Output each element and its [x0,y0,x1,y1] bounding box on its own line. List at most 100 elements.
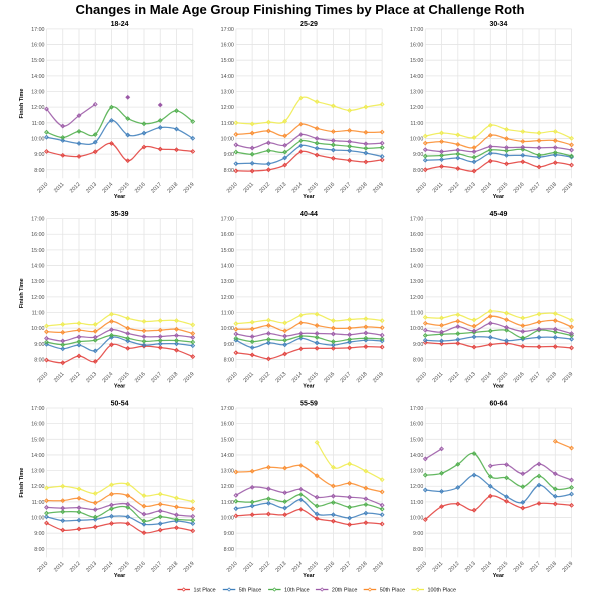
svg-text:15:00: 15:00 [221,248,234,254]
svg-text:17:00: 17:00 [221,217,234,223]
svg-text:13:00: 13:00 [410,469,423,475]
svg-text:9:00: 9:00 [224,342,234,348]
svg-text:18-24: 18-24 [111,21,129,28]
svg-text:11:00: 11:00 [410,311,423,317]
svg-text:30-34: 30-34 [489,21,507,28]
svg-text:Changes in Male Age Group Fini: Changes in Male Age Group Finishing Time… [76,2,525,17]
svg-text:9:00: 9:00 [34,342,44,348]
svg-text:11:00: 11:00 [221,121,234,127]
svg-text:8:00: 8:00 [34,547,44,553]
svg-text:15:00: 15:00 [31,437,44,443]
svg-text:9:00: 9:00 [224,152,234,158]
svg-text:13:00: 13:00 [221,469,234,475]
svg-text:16:00: 16:00 [410,422,423,428]
svg-text:17:00: 17:00 [31,217,44,223]
svg-text:11:00: 11:00 [32,121,45,127]
svg-text:9:00: 9:00 [34,531,44,537]
svg-text:8:00: 8:00 [224,357,234,363]
svg-text:Finish Time: Finish Time [19,278,25,308]
svg-text:10th Place: 10th Place [284,588,309,594]
svg-text:12:00: 12:00 [410,484,423,490]
svg-text:8:00: 8:00 [413,168,423,174]
svg-text:15:00: 15:00 [410,437,423,443]
svg-text:10:00: 10:00 [31,136,44,142]
svg-text:Year: Year [114,573,126,579]
svg-text:16:00: 16:00 [31,232,44,238]
svg-text:17:00: 17:00 [31,27,44,33]
svg-text:15:00: 15:00 [410,248,423,254]
svg-text:14:00: 14:00 [221,74,234,80]
svg-text:8:00: 8:00 [413,547,423,553]
svg-text:12:00: 12:00 [221,295,234,301]
svg-text:Year: Year [493,384,505,390]
svg-text:11:00: 11:00 [32,500,45,506]
svg-text:13:00: 13:00 [410,279,423,285]
svg-text:100th Place: 100th Place [428,588,456,594]
svg-text:14:00: 14:00 [31,453,44,459]
svg-text:8:00: 8:00 [413,357,423,363]
svg-text:16:00: 16:00 [31,422,44,428]
svg-text:Year: Year [303,384,315,390]
svg-text:Year: Year [303,573,315,579]
svg-text:16:00: 16:00 [410,232,423,238]
svg-text:9:00: 9:00 [413,531,423,537]
svg-text:17:00: 17:00 [410,217,423,223]
svg-text:17:00: 17:00 [221,27,234,33]
svg-text:9:00: 9:00 [224,531,234,537]
svg-text:11:00: 11:00 [32,311,45,317]
svg-text:14:00: 14:00 [410,74,423,80]
svg-text:12:00: 12:00 [31,105,44,111]
svg-text:Year: Year [114,384,126,390]
svg-text:13:00: 13:00 [410,90,423,96]
svg-text:55-59: 55-59 [300,400,318,407]
svg-text:13:00: 13:00 [31,469,44,475]
svg-text:8:00: 8:00 [34,357,44,363]
svg-text:13:00: 13:00 [31,90,44,96]
svg-text:16:00: 16:00 [410,43,423,49]
svg-text:14:00: 14:00 [221,264,234,270]
svg-text:Year: Year [493,573,505,579]
svg-text:10:00: 10:00 [31,326,44,332]
svg-text:11:00: 11:00 [410,500,423,506]
svg-text:9:00: 9:00 [413,342,423,348]
svg-text:17:00: 17:00 [221,406,234,412]
svg-text:13:00: 13:00 [221,90,234,96]
svg-text:12:00: 12:00 [410,295,423,301]
svg-text:10:00: 10:00 [221,326,234,332]
svg-text:12:00: 12:00 [31,484,44,490]
svg-text:12:00: 12:00 [410,105,423,111]
svg-text:17:00: 17:00 [410,406,423,412]
svg-text:8:00: 8:00 [224,168,234,174]
svg-text:9:00: 9:00 [34,152,44,158]
svg-text:50th Place: 50th Place [380,588,405,594]
svg-text:15:00: 15:00 [221,437,234,443]
svg-text:10:00: 10:00 [221,136,234,142]
svg-text:12:00: 12:00 [221,105,234,111]
svg-text:35-39: 35-39 [111,211,129,218]
svg-text:12:00: 12:00 [31,295,44,301]
svg-text:50-54: 50-54 [111,400,129,407]
svg-text:45-49: 45-49 [489,211,507,218]
svg-text:14:00: 14:00 [410,264,423,270]
svg-text:12:00: 12:00 [221,484,234,490]
svg-text:Finish Time: Finish Time [19,468,25,498]
svg-text:10:00: 10:00 [31,516,44,522]
svg-text:Year: Year [303,194,315,200]
svg-text:10:00: 10:00 [410,516,423,522]
svg-text:16:00: 16:00 [221,422,234,428]
svg-text:14:00: 14:00 [410,453,423,459]
svg-text:15:00: 15:00 [31,248,44,254]
svg-text:Finish Time: Finish Time [19,89,25,119]
svg-text:15:00: 15:00 [221,58,234,64]
svg-text:40-44: 40-44 [300,211,318,218]
svg-text:14:00: 14:00 [221,453,234,459]
svg-text:5th Place: 5th Place [239,588,261,594]
svg-text:10:00: 10:00 [410,136,423,142]
svg-text:13:00: 13:00 [31,279,44,285]
svg-text:16:00: 16:00 [31,43,44,49]
svg-text:10:00: 10:00 [221,516,234,522]
svg-text:11:00: 11:00 [221,500,234,506]
svg-text:16:00: 16:00 [221,232,234,238]
svg-text:15:00: 15:00 [410,58,423,64]
svg-text:8:00: 8:00 [224,547,234,553]
